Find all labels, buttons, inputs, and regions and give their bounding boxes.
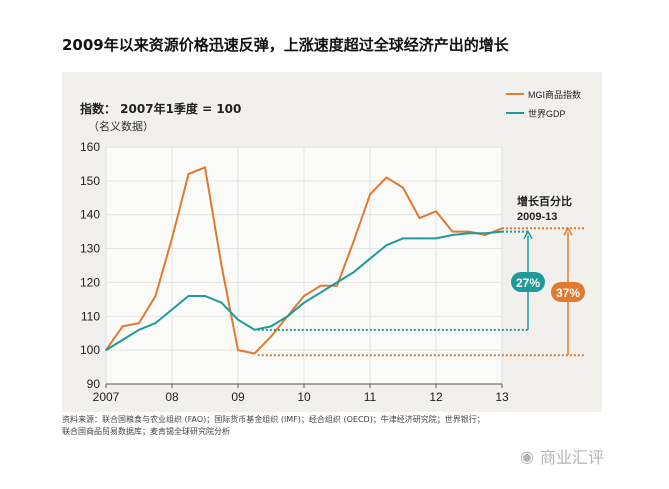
source-line-2: 联合国商品贸易数据库；麦肯锡全球研究院分析 <box>62 427 230 436</box>
data-point-0 <box>154 295 157 297</box>
source-note: 资料来源：联合国粮食与农业组织 (FAO)；国际货币基金组织 (IMF)；经合组… <box>62 414 485 438</box>
x-tick-label: 10 <box>297 390 311 404</box>
data-point-1 <box>253 329 256 331</box>
x-tick-label: 13 <box>495 390 509 404</box>
mgi-growth-badge-text: 37% <box>556 286 580 300</box>
x-tick-label: 12 <box>429 390 443 404</box>
x-tick-label: 08 <box>165 390 179 404</box>
data-point-0 <box>319 285 322 287</box>
growth-header: 增长百分比 <box>517 194 572 208</box>
data-point-1 <box>336 281 338 284</box>
y-tick-label: 150 <box>80 174 100 188</box>
data-point-0 <box>270 335 272 338</box>
legend-label-0: MGI商品指数 <box>528 89 581 100</box>
data-point-1 <box>138 329 140 331</box>
data-point-0 <box>336 285 338 287</box>
data-point-0 <box>385 176 388 179</box>
x-tick-label: 2007 <box>93 390 120 404</box>
y-tick-label: 90 <box>87 377 101 391</box>
data-point-0 <box>253 352 256 355</box>
data-point-1 <box>352 271 355 274</box>
data-point-1 <box>418 237 421 240</box>
data-point-1 <box>319 291 322 294</box>
data-point-1 <box>451 234 454 236</box>
data-point-0 <box>451 230 454 233</box>
data-point-1 <box>237 318 239 321</box>
watermark-text: 商业汇评 <box>539 448 604 467</box>
data-point-1 <box>220 301 223 304</box>
data-point-1 <box>435 237 437 240</box>
data-point-1 <box>154 322 157 324</box>
data-point-1 <box>303 301 305 304</box>
data-point-1 <box>270 325 272 328</box>
data-point-0 <box>402 186 404 189</box>
mgi-growth-arrow-head <box>563 226 573 236</box>
y-tick-label: 160 <box>80 140 100 154</box>
y-axis-sublabel: （名义数据） <box>88 120 154 133</box>
data-point-0 <box>237 349 239 351</box>
data-point-1 <box>204 295 206 297</box>
legend-label-1: 世界GDP <box>528 108 566 119</box>
data-point-1 <box>121 339 124 341</box>
x-tick-label: 11 <box>364 390 377 404</box>
y-tick-label: 100 <box>80 343 100 357</box>
data-point-1 <box>187 295 190 297</box>
y-axis-label: 指数： 2007年1季度 = 100 <box>80 102 242 116</box>
data-point-0 <box>484 234 487 236</box>
wechat-icon: ◉ <box>520 446 534 466</box>
data-point-1 <box>468 232 470 235</box>
data-point-0 <box>468 230 470 233</box>
data-point-0 <box>352 241 355 243</box>
gdp-growth-arrow-head <box>523 230 533 240</box>
y-tick-label: 140 <box>80 208 100 222</box>
source-line-1: 资料来源：联合国粮食与农业组织 (FAO)；国际货币基金组织 (IMF)；经合组… <box>62 415 485 424</box>
data-point-0 <box>187 173 190 175</box>
data-point-0 <box>121 325 124 328</box>
data-point-0 <box>303 295 305 297</box>
data-point-1 <box>105 349 107 351</box>
gdp-growth-badge-text: 27% <box>516 276 540 290</box>
y-tick-label: 120 <box>80 275 100 289</box>
data-point-0 <box>435 210 437 213</box>
chart-title: 2009年以来资源价格迅速反弹，上涨速度超过全球经济产出的增长 <box>62 36 509 54</box>
mgi-growth-badge-pill <box>551 282 585 302</box>
data-point-1 <box>484 232 487 235</box>
data-point-0 <box>220 264 223 267</box>
data-point-1 <box>385 244 388 246</box>
watermark: ◉ 商业汇评 <box>520 444 604 468</box>
data-point-1 <box>286 315 289 318</box>
gdp-growth-badge-pill <box>511 272 545 292</box>
data-point-0 <box>138 322 140 324</box>
data-point-1 <box>402 237 404 240</box>
data-point-0 <box>418 217 421 219</box>
y-tick-label: 110 <box>81 309 100 323</box>
data-point-0 <box>204 166 206 169</box>
data-point-1 <box>171 308 173 311</box>
data-point-1 <box>369 257 371 260</box>
growth-period: 2009-13 <box>517 211 557 223</box>
data-point-0 <box>369 193 371 196</box>
x-tick-label: 09 <box>231 390 245 404</box>
y-tick-label: 130 <box>80 242 100 256</box>
data-point-0 <box>171 237 173 240</box>
